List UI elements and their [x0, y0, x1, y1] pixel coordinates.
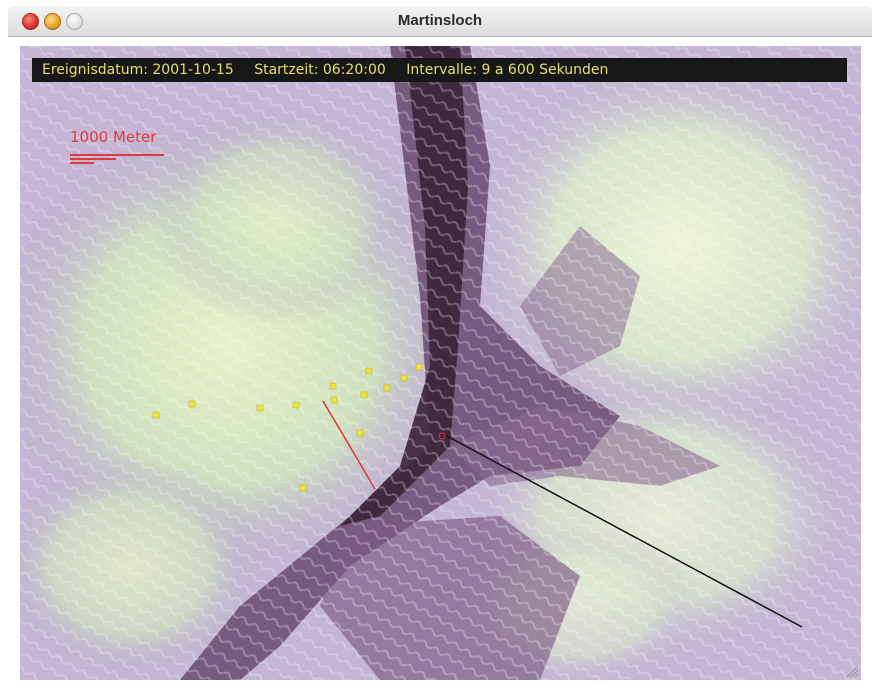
terrain-view[interactable]: Ereignisdatum: 2001-10-15 Startzeit: 06:… [20, 46, 861, 680]
scale-label: 1000 Meter [70, 128, 157, 146]
intervals: Intervalle: 9 a 600 Sekunden [406, 62, 609, 78]
sun-position-marker [299, 484, 307, 492]
minimize-button-icon[interactable] [44, 13, 61, 30]
sun-position-marker [415, 363, 423, 371]
sun-ray-black [444, 434, 803, 628]
title-bar[interactable]: Martinsloch [8, 6, 872, 37]
scale-line-medium [70, 158, 116, 160]
sun-ray-red [322, 400, 376, 490]
sun-position-marker [256, 404, 264, 412]
start-time: Startzeit: 06:20:00 [254, 62, 386, 78]
info-bar: Ereignisdatum: 2001-10-15 Startzeit: 06:… [32, 58, 847, 82]
sun-position-marker [360, 391, 368, 399]
scale-line-long [70, 154, 164, 156]
event-date: Ereignisdatum: 2001-10-15 [42, 62, 234, 78]
sun-position-marker [292, 401, 300, 409]
sun-position-marker [152, 411, 160, 419]
zoom-button-icon[interactable] [66, 13, 83, 30]
sun-overlay [152, 363, 803, 628]
window-title: Martinsloch [397, 12, 483, 29]
scale-bar: 1000 Meter [70, 128, 170, 168]
sun-position-marker [383, 384, 391, 392]
close-button-icon[interactable] [22, 13, 39, 30]
resize-grip-icon[interactable] [845, 664, 859, 678]
sun-position-marker [188, 400, 196, 408]
sun-position-marker [365, 367, 373, 375]
sun-position-marker [330, 396, 338, 404]
martinsloch-marker [438, 432, 446, 440]
terrain-map [20, 46, 861, 680]
scale-line-short [70, 162, 94, 164]
sun-position-marker [329, 382, 337, 390]
sun-position-marker [356, 429, 364, 437]
sun-position-marker [400, 374, 408, 382]
